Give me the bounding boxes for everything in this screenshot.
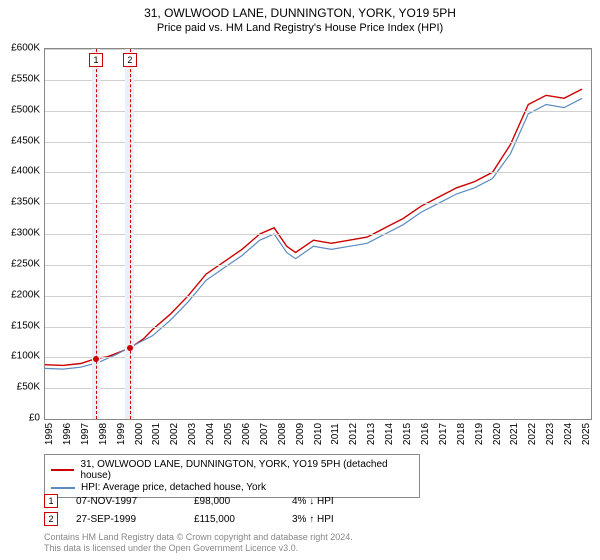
x-tick-label: 2015: [402, 423, 413, 445]
y-tick-label: £100K: [11, 351, 40, 362]
transaction-point: [93, 356, 99, 362]
y-tick-label: £500K: [11, 104, 40, 115]
attribution-line: Contains HM Land Registry data © Crown c…: [44, 532, 353, 543]
title-block: 31, OWLWOOD LANE, DUNNINGTON, YORK, YO19…: [0, 0, 600, 34]
legend: 31, OWLWOOD LANE, DUNNINGTON, YORK, YO19…: [44, 454, 420, 498]
x-tick-label: 2023: [545, 423, 556, 445]
y-tick-label: £550K: [11, 73, 40, 84]
x-tick-label: 2020: [492, 423, 503, 445]
x-tick-label: 1998: [98, 423, 109, 445]
x-tick-label: 2018: [456, 423, 467, 445]
x-tick-label: 2008: [277, 423, 288, 445]
x-tick-label: 2007: [259, 423, 270, 445]
legend-label: 31, OWLWOOD LANE, DUNNINGTON, YORK, YO19…: [80, 459, 413, 481]
x-tick-label: 1996: [62, 423, 73, 445]
y-tick-label: £200K: [11, 289, 40, 300]
transaction-marker: 2: [44, 512, 58, 526]
event-dash-line: [96, 49, 97, 419]
event-dash-line: [130, 49, 131, 419]
attribution-line: This data is licensed under the Open Gov…: [44, 543, 353, 554]
x-tick-label: 2017: [438, 423, 449, 445]
x-tick-label: 1997: [80, 423, 91, 445]
chart-title: 31, OWLWOOD LANE, DUNNINGTON, YORK, YO19…: [0, 6, 600, 20]
x-tick-label: 2021: [509, 423, 520, 445]
x-tick-label: 2010: [313, 423, 324, 445]
y-tick-label: £300K: [11, 228, 40, 239]
chart-subtitle: Price paid vs. HM Land Registry's House …: [0, 22, 600, 34]
event-marker: 1: [89, 53, 103, 67]
y-tick-label: £150K: [11, 320, 40, 331]
attribution: Contains HM Land Registry data © Crown c…: [44, 532, 353, 554]
x-tick-label: 2002: [169, 423, 180, 445]
plot-area: 12: [44, 48, 592, 420]
x-tick-label: 1995: [44, 423, 55, 445]
transaction-row: 2 27-SEP-1999 £115,000 3% ↑ HPI: [44, 512, 334, 526]
transaction-date: 07-NOV-1997: [76, 496, 176, 507]
legend-label: HPI: Average price, detached house, York: [81, 482, 266, 493]
y-axis: £0£50K£100K£150K£200K£250K£300K£350K£400…: [0, 48, 42, 418]
transaction-price: £115,000: [194, 514, 274, 525]
y-tick-label: £350K: [11, 197, 40, 208]
legend-swatch: [51, 487, 75, 489]
legend-item: HPI: Average price, detached house, York: [51, 482, 413, 493]
transaction-row: 1 07-NOV-1997 £98,000 4% ↓ HPI: [44, 494, 334, 508]
legend-swatch: [51, 469, 74, 471]
transaction-delta: 4% ↓ HPI: [292, 496, 334, 507]
y-tick-label: £400K: [11, 166, 40, 177]
transaction-marker: 1: [44, 494, 58, 508]
x-tick-label: 2016: [420, 423, 431, 445]
x-tick-label: 2019: [474, 423, 485, 445]
x-tick-label: 2011: [330, 423, 341, 445]
x-tick-label: 2013: [366, 423, 377, 445]
x-tick-label: 2003: [187, 423, 198, 445]
event-marker: 2: [123, 53, 137, 67]
transaction-price: £98,000: [194, 496, 274, 507]
x-tick-label: 2009: [295, 423, 306, 445]
x-tick-label: 2005: [223, 423, 234, 445]
y-tick-label: £250K: [11, 258, 40, 269]
x-tick-label: 1999: [116, 423, 127, 445]
y-tick-label: £0: [29, 413, 40, 424]
x-tick-label: 2004: [205, 423, 216, 445]
transaction-date: 27-SEP-1999: [76, 514, 176, 525]
x-tick-label: 2022: [527, 423, 538, 445]
x-tick-label: 2000: [134, 423, 145, 445]
y-tick-label: £50K: [17, 382, 40, 393]
transaction-delta: 3% ↑ HPI: [292, 514, 334, 525]
x-tick-label: 2014: [384, 423, 395, 445]
y-tick-label: £450K: [11, 135, 40, 146]
x-tick-label: 2025: [581, 423, 592, 445]
x-tick-label: 2012: [348, 423, 359, 445]
transaction-list: 1 07-NOV-1997 £98,000 4% ↓ HPI 2 27-SEP-1999 £…: [44, 494, 334, 530]
transaction-point: [127, 345, 133, 351]
x-tick-label: 2001: [151, 423, 162, 445]
y-tick-label: £600K: [11, 43, 40, 54]
x-tick-label: 2024: [563, 423, 574, 445]
x-axis: 1995 1996 1997 1998 1999 2000 2001 2002 2003 2004…: [44, 420, 590, 450]
legend-item: 31, OWLWOOD LANE, DUNNINGTON, YORK, YO19…: [51, 459, 413, 481]
chart-container: 31, OWLWOOD LANE, DUNNINGTON, YORK, YO19…: [0, 0, 600, 560]
x-tick-label: 2006: [241, 423, 252, 445]
